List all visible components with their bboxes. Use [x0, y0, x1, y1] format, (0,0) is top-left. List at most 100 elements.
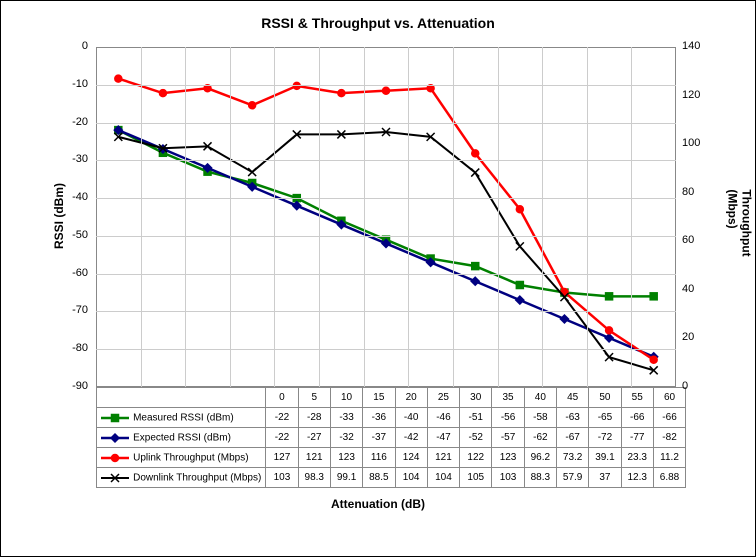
x-category-cell: 15: [363, 388, 395, 408]
table-data-cell: 88.3: [524, 468, 556, 488]
y1-axis-label: RSSI (dBm): [52, 183, 66, 249]
table-data-cell: -37: [363, 428, 395, 448]
x-category-cell: 10: [330, 388, 362, 408]
table-data-cell: -51: [460, 408, 492, 428]
y2-tick-label: 60: [682, 234, 694, 246]
table-data-cell: -40: [395, 408, 427, 428]
y1-tick-label: -70: [72, 304, 88, 316]
table-data-cell: -32: [330, 428, 362, 448]
table-data-cell: -42: [395, 428, 427, 448]
chart-title: RSSI & Throughput vs. Attenuation: [1, 1, 755, 31]
y1-tick-label: -20: [72, 116, 88, 128]
table-data-cell: -58: [524, 408, 556, 428]
table-data-cell: -65: [589, 408, 621, 428]
table-data-cell: 116: [363, 448, 395, 468]
gridline: [364, 47, 365, 387]
table-data-cell: 122: [460, 448, 492, 468]
table-data-cell: 96.2: [524, 448, 556, 468]
table-data-cell: 104: [427, 468, 459, 488]
table-legend-cell-measured_rssi: Measured RSSI (dBm): [97, 408, 266, 428]
table-legend-cell-expected_rssi: Expected RSSI (dBm): [97, 428, 266, 448]
x-category-cell: 35: [492, 388, 524, 408]
table-data-cell: 57.9: [556, 468, 588, 488]
x-axis-label: Attenuation (dB): [1, 497, 755, 511]
y1-tick-label: -80: [72, 342, 88, 354]
table-data-cell: -56: [492, 408, 524, 428]
table-data-cell: 105: [460, 468, 492, 488]
table-corner-cell: [97, 388, 266, 408]
table-data-cell: 121: [427, 448, 459, 468]
table-data-cell: 73.2: [556, 448, 588, 468]
table-data-cell: 88.5: [363, 468, 395, 488]
table-data-cell: 98.3: [298, 468, 330, 488]
table-data-cell: -52: [460, 428, 492, 448]
table-data-cell: -22: [266, 408, 298, 428]
table-data-cell: -72: [589, 428, 621, 448]
x-category-cell: 60: [653, 388, 685, 408]
table-data-cell: -36: [363, 408, 395, 428]
gridline: [631, 47, 632, 387]
x-category-cell: 55: [621, 388, 653, 408]
gridline: [542, 47, 543, 387]
table-data-cell: -77: [621, 428, 653, 448]
data-table: 051015202530354045505560Measured RSSI (d…: [96, 387, 686, 488]
table-data-cell: -57: [492, 428, 524, 448]
y1-tick-label: -30: [72, 153, 88, 165]
y1-tick-label: -60: [72, 267, 88, 279]
x-category-cell: 30: [460, 388, 492, 408]
gridline: [96, 236, 676, 237]
gridline: [96, 160, 676, 161]
table-data-cell: 6.88: [653, 468, 685, 488]
legend-label-downlink: Downlink Throughput (Mbps): [133, 472, 261, 483]
y1-tick-label: -50: [72, 229, 88, 241]
table-data-cell: -47: [427, 428, 459, 448]
gridline: [274, 47, 275, 387]
gridline: [96, 123, 676, 124]
table-data-cell: 39.1: [589, 448, 621, 468]
y2-tick-label: 80: [682, 186, 694, 198]
table-data-cell: -67: [556, 428, 588, 448]
gridline: [230, 47, 231, 387]
table-data-cell: -33: [330, 408, 362, 428]
table-data-cell: 103: [492, 468, 524, 488]
y2-tick-label: 0: [682, 380, 688, 392]
table-data-cell: -27: [298, 428, 330, 448]
plot-area: [96, 47, 676, 387]
x-category-cell: 50: [589, 388, 621, 408]
gridline: [498, 47, 499, 387]
gridline: [96, 198, 676, 199]
y2-tick-label: 140: [682, 40, 700, 52]
y1-tick-label: -40: [72, 191, 88, 203]
y1-tick-label: -10: [72, 78, 88, 90]
y2-tick-label: 120: [682, 89, 700, 101]
table-data-cell: -46: [427, 408, 459, 428]
gridline: [587, 47, 588, 387]
gridline: [185, 47, 186, 387]
legend-marker-uplink: [101, 452, 129, 464]
table-data-cell: 23.3: [621, 448, 653, 468]
table-data-cell: -66: [653, 408, 685, 428]
gridline: [408, 47, 409, 387]
table-data-cell: 123: [492, 448, 524, 468]
table-data-cell: -62: [524, 428, 556, 448]
x-category-cell: 40: [524, 388, 556, 408]
table-data-cell: 121: [298, 448, 330, 468]
legend-label-uplink: Uplink Throughput (Mbps): [133, 452, 248, 463]
table-data-cell: 37: [589, 468, 621, 488]
table-data-cell: 127: [266, 448, 298, 468]
gridline: [96, 85, 676, 86]
table-data-cell: 123: [330, 448, 362, 468]
table-data-cell: 104: [395, 468, 427, 488]
y1-tick-label: 0: [82, 40, 88, 52]
x-category-cell: 20: [395, 388, 427, 408]
table-data-cell: -28: [298, 408, 330, 428]
gridline: [96, 311, 676, 312]
chart-container: RSSI & Throughput vs. Attenuation RSSI (…: [0, 0, 756, 557]
table-data-cell: 11.2: [653, 448, 685, 468]
gridline: [453, 47, 454, 387]
legend-label-measured_rssi: Measured RSSI (dBm): [133, 412, 234, 423]
table-data-cell: 12.3: [621, 468, 653, 488]
x-category-cell: 45: [556, 388, 588, 408]
y2-tick-label: 40: [682, 283, 694, 295]
y2-axis-label: Throughput (Mbps): [726, 189, 754, 256]
